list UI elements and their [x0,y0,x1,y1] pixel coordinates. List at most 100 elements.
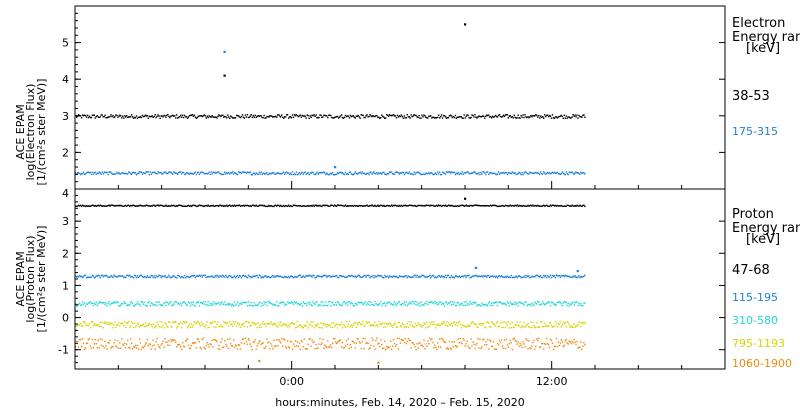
data-point [387,172,389,175]
data-point [372,172,374,174]
data-point [124,302,126,305]
data-point [530,115,532,117]
data-point [361,114,363,117]
data-point [299,324,302,326]
data-point [417,204,419,207]
data-point [363,348,365,350]
data-point [318,172,320,174]
data-point [459,172,461,174]
data-point [210,116,212,118]
data-point [171,172,173,174]
data-point [403,301,406,303]
data-point [224,205,226,207]
data-point [105,345,107,347]
data-point [448,340,451,343]
data-point [231,116,233,118]
data-point [264,323,266,325]
data-point [478,275,480,277]
data-point [476,275,478,277]
data-point [333,322,335,324]
data-point [327,324,329,326]
data-point [277,204,279,206]
data-point [253,116,255,118]
data-point [496,321,499,323]
data-point [260,277,262,279]
data-point [160,204,162,207]
data-point [496,116,499,118]
data-point [515,117,517,119]
data-point [387,114,389,117]
data-point [404,172,406,174]
data-point [321,205,323,208]
data-point [299,205,302,207]
data-point [527,275,529,278]
data-point [382,115,384,118]
data-point [481,173,483,175]
data-point [164,337,166,340]
data-point [181,114,184,116]
data-point [192,115,195,117]
data-point [289,340,292,343]
data-point [277,305,279,307]
data-point [210,275,212,278]
data-point [396,171,399,173]
data-point [549,322,552,324]
data-point [406,172,408,174]
data-point [141,301,144,303]
data-point [546,171,549,174]
data-point [442,275,445,278]
data-point [376,275,378,278]
data-point [313,114,315,116]
data-point [124,115,126,117]
data-point [438,114,440,116]
data-point [224,321,226,324]
data-point [205,172,207,175]
data-point [303,115,305,117]
data-point [134,344,137,347]
data-point [409,339,411,342]
data-point [77,324,79,326]
data-point [406,305,408,307]
data-point [532,341,534,344]
data-point [333,174,335,176]
data-point [434,344,436,346]
data-point [555,323,558,325]
data-point [189,347,192,349]
data-point [331,302,333,304]
data-point [288,173,291,176]
data-point [489,205,491,207]
data-point [543,274,545,277]
data-point [217,321,219,323]
data-point [139,274,142,276]
data-point [560,275,562,277]
data-point [519,321,521,323]
data-point [509,276,511,279]
data-point [113,116,115,119]
data-point [234,321,237,323]
data-point [515,324,517,327]
data-point [256,345,258,347]
data-point [518,171,520,173]
data-point [104,340,106,343]
data-point [356,323,358,325]
data-point [560,303,562,305]
data-point [456,302,458,304]
data-point [132,345,135,348]
data-point [293,345,296,348]
data-point [541,320,543,323]
data-point [122,343,124,345]
data-point [308,173,310,176]
data-point [159,347,161,349]
data-point [466,326,468,328]
data-point [158,301,160,303]
data-point [96,115,98,117]
data-point [143,345,146,347]
data-point [123,301,125,303]
data-point [131,204,134,207]
data-point [233,323,236,325]
data-point [573,205,575,207]
data-point [266,304,268,307]
data-point [407,337,409,340]
data-point [567,275,569,278]
data-point [302,173,304,175]
